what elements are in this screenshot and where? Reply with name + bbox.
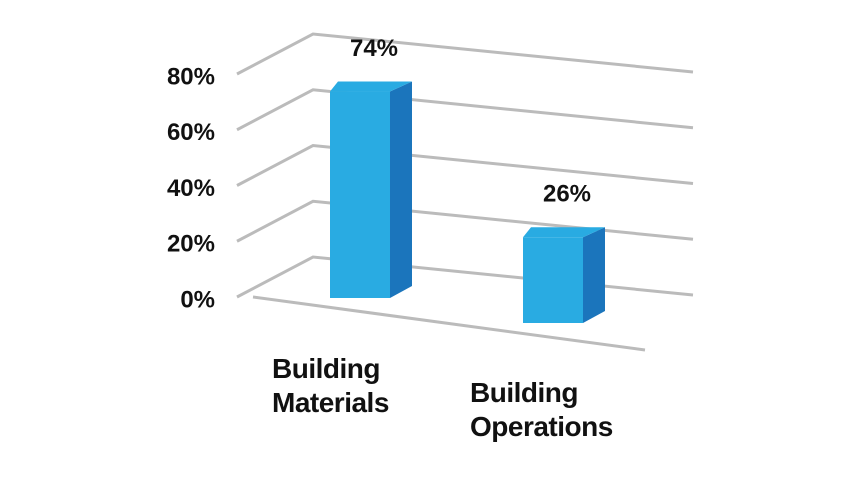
- grid-line: [236, 32, 694, 76]
- value-label: 74%: [350, 35, 398, 62]
- y-tick-label: 40%: [167, 175, 215, 202]
- value-label: 26%: [543, 181, 591, 208]
- bar-top: [523, 227, 605, 238]
- bar-side: [583, 227, 605, 323]
- bar-top: [330, 81, 412, 92]
- grid-line: [236, 88, 694, 132]
- floor-edge: [252, 295, 646, 352]
- y-tick-label: 0%: [180, 286, 215, 313]
- x-tick-label: Building Materials: [272, 353, 389, 418]
- y-tick-label: 60%: [167, 119, 215, 146]
- grid-line: [236, 255, 694, 299]
- bar: [523, 237, 583, 323]
- grid-line: [236, 143, 694, 187]
- bar-side: [390, 81, 412, 298]
- bar: [330, 91, 390, 298]
- y-tick-label: 80%: [167, 63, 215, 90]
- grid-line: [236, 199, 694, 243]
- y-tick-label: 20%: [167, 231, 215, 258]
- x-tick-label: Building Operations: [470, 377, 613, 442]
